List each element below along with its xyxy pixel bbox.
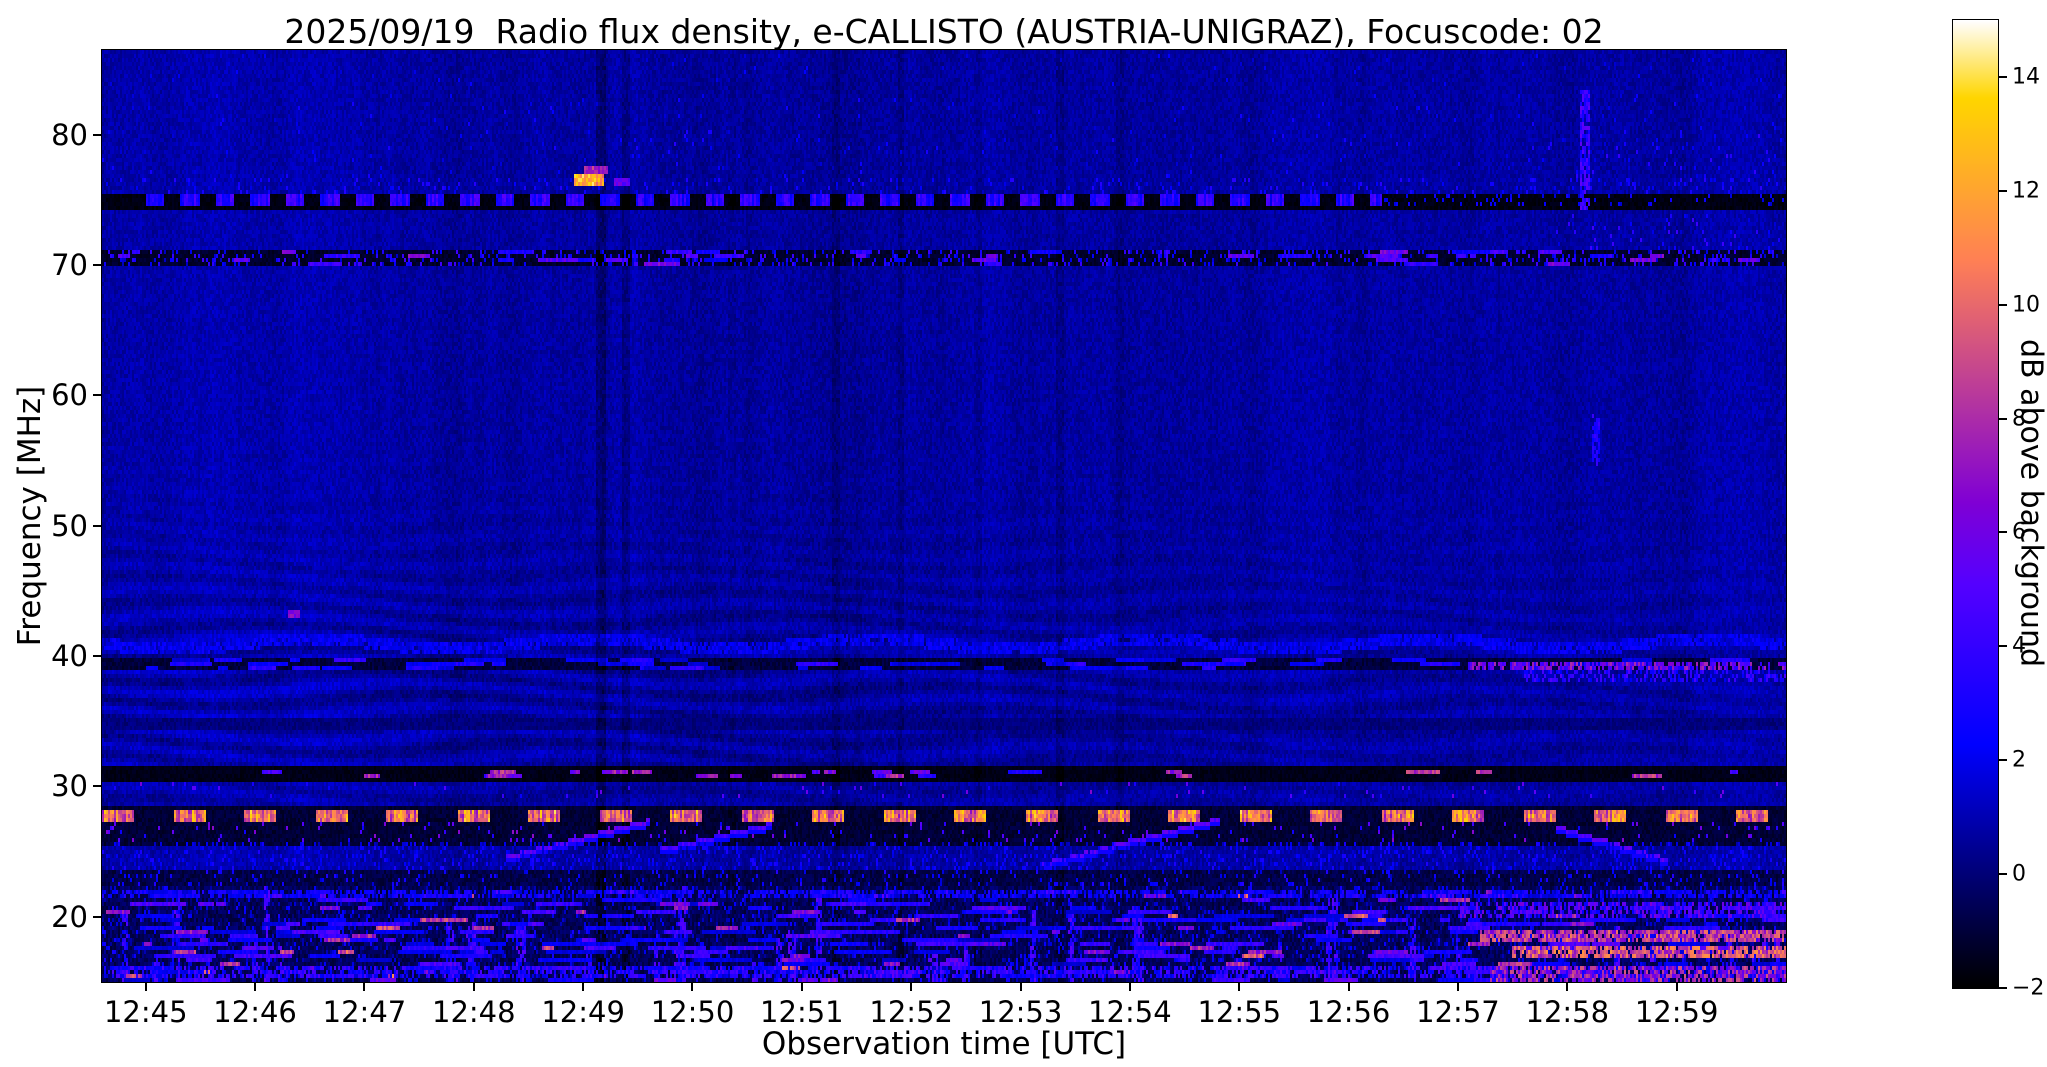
x-tick-label: 12:52 <box>869 995 953 1029</box>
x-tick-mark <box>910 982 913 991</box>
x-tick-mark <box>582 982 585 991</box>
y-tick-mark <box>93 394 102 397</box>
x-tick-label: 12:51 <box>760 995 844 1029</box>
x-tick-label: 12:49 <box>541 995 625 1029</box>
x-tick-mark <box>254 982 257 991</box>
x-tick-label: 12:59 <box>1634 995 1719 1029</box>
x-tick-mark <box>1347 982 1350 991</box>
x-tick-mark <box>144 982 147 991</box>
y-tick-mark <box>93 785 102 788</box>
x-tick-label: 12:48 <box>431 995 516 1029</box>
x-tick-label: 12:54 <box>1088 995 1172 1029</box>
y-tick-label: 20 <box>51 899 88 934</box>
y-tick-label: 60 <box>51 378 88 413</box>
x-tick-mark <box>472 982 475 991</box>
colorbar <box>1952 19 1999 989</box>
x-tick-label: 12:47 <box>322 995 407 1029</box>
colorbar-tick-label: 10 <box>2012 292 2040 318</box>
x-tick-mark <box>800 982 803 991</box>
x-tick-label: 12:57 <box>1416 995 1500 1029</box>
y-tick-label: 50 <box>51 508 88 543</box>
colorbar-tick-mark <box>1998 303 2007 306</box>
x-tick-label: 12:58 <box>1525 995 1610 1029</box>
x-axis-label: Observation time [UTC] <box>761 1026 1127 1062</box>
colorbar-tick-mark <box>1998 759 2007 762</box>
plot-area <box>101 49 1787 983</box>
colorbar-tick-mark <box>1998 75 2007 78</box>
x-tick-mark <box>1675 982 1678 991</box>
colorbar-tick-label: −2 <box>2012 975 2045 1001</box>
y-tick-label: 30 <box>51 769 88 804</box>
x-tick-mark <box>691 982 694 991</box>
x-tick-label: 12:55 <box>1197 995 1282 1029</box>
x-tick-label: 12:56 <box>1306 995 1391 1029</box>
colorbar-tick-mark <box>1998 645 2007 648</box>
colorbar-tick-mark <box>1998 531 2007 534</box>
spectrogram-canvas <box>102 50 1786 982</box>
y-tick-label: 40 <box>51 639 88 674</box>
y-tick-mark <box>93 264 102 267</box>
y-tick-mark <box>93 655 102 658</box>
y-tick-mark <box>93 133 102 136</box>
y-tick-mark <box>93 915 102 918</box>
x-tick-mark <box>1566 982 1569 991</box>
y-tick-mark <box>93 524 102 527</box>
x-tick-mark <box>1019 982 1022 991</box>
x-tick-label: 12:45 <box>103 995 188 1029</box>
colorbar-tick-label: 2 <box>2012 747 2026 773</box>
colorbar-tick-label: 14 <box>2012 64 2040 90</box>
colorbar-tick-label: 0 <box>2012 861 2026 887</box>
colorbar-tick-label: 6 <box>2012 519 2026 545</box>
colorbar-canvas <box>1953 20 1998 988</box>
colorbar-tick-mark <box>1998 873 2007 876</box>
x-tick-mark <box>363 982 366 991</box>
x-tick-mark <box>1128 982 1131 991</box>
y-tick-label: 80 <box>51 117 88 152</box>
colorbar-tick-label: 4 <box>2012 633 2026 659</box>
x-tick-label: 12:50 <box>650 995 735 1029</box>
x-tick-label: 12:53 <box>978 995 1063 1029</box>
x-tick-label: 12:46 <box>213 995 297 1029</box>
x-tick-mark <box>1456 982 1459 991</box>
colorbar-tick-mark <box>1998 189 2007 192</box>
y-tick-label: 70 <box>51 248 88 283</box>
colorbar-tick-mark <box>1998 417 2007 420</box>
x-tick-mark <box>1238 982 1241 991</box>
colorbar-label: dB above background <box>2013 338 2047 668</box>
colorbar-tick-label: 8 <box>2012 406 2026 432</box>
colorbar-tick-label: 12 <box>2012 178 2040 204</box>
colorbar-tick-mark <box>1998 987 2007 989</box>
chart-title: 2025/09/19 Radio flux density, e-CALLIST… <box>284 12 1604 51</box>
